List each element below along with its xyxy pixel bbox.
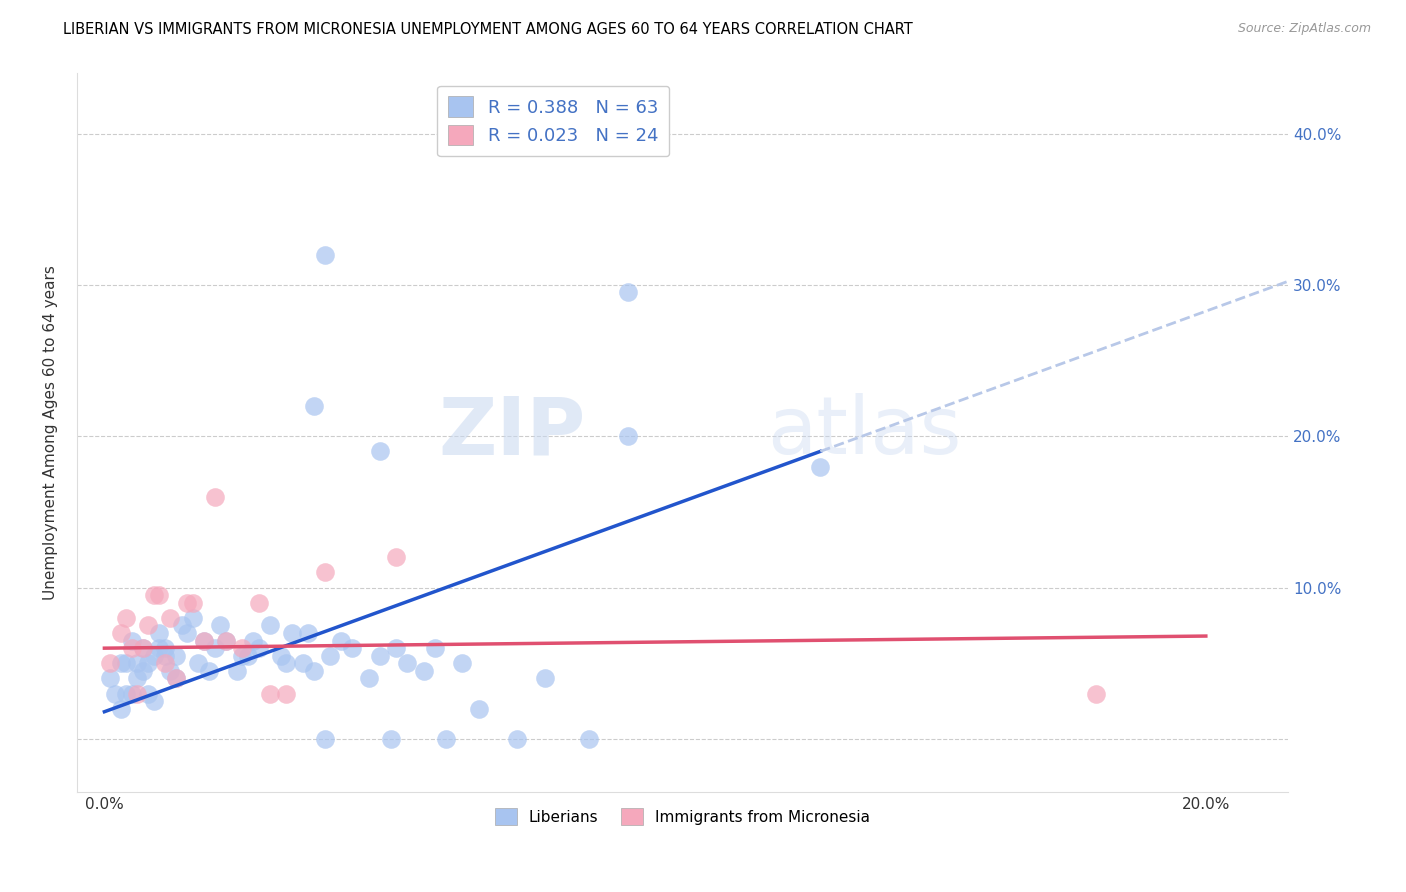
Point (110, 657, 132, 671)
Point (214, 633, 236, 648)
Point (368, 648, 391, 663)
Point (98, 657, 121, 671)
Point (259, 618, 281, 632)
Point (121, 633, 143, 648)
Point (204, 490, 226, 504)
Point (302, 399, 325, 413)
Point (115, 611, 138, 625)
Point (143, 588, 166, 602)
Point (534, 672, 557, 686)
Point (209, 618, 232, 632)
Point (808, 459, 831, 474)
Point (176, 596, 198, 610)
Point (153, 641, 176, 656)
Point (319, 648, 342, 663)
Point (181, 611, 204, 625)
Point (451, 657, 474, 671)
Text: atlas: atlas (768, 393, 962, 472)
Point (143, 694, 166, 708)
Point (115, 657, 138, 671)
Point (434, 731, 457, 746)
Point (357, 672, 380, 686)
Point (198, 664, 221, 678)
Point (165, 672, 187, 686)
Point (506, 731, 529, 746)
Point (193, 633, 215, 648)
Point (159, 664, 181, 678)
Text: ZIP: ZIP (439, 393, 586, 472)
Point (127, 657, 149, 671)
Point (115, 687, 138, 701)
Point (247, 596, 270, 610)
Point (412, 664, 434, 678)
Point (314, 731, 336, 746)
Point (138, 657, 160, 671)
Point (153, 657, 176, 671)
Point (1084, 687, 1107, 701)
Y-axis label: Unemployment Among Ages 60 to 64 years: Unemployment Among Ages 60 to 64 years (44, 265, 58, 600)
Point (121, 641, 143, 656)
Point (297, 626, 319, 640)
Text: Source: ZipAtlas.com: Source: ZipAtlas.com (1237, 22, 1371, 36)
Point (98, 672, 121, 686)
Point (104, 687, 127, 701)
Point (314, 566, 336, 580)
Point (330, 633, 353, 648)
Point (127, 687, 149, 701)
Point (138, 618, 160, 632)
Point (385, 550, 408, 565)
Point (468, 702, 491, 716)
Point (187, 657, 209, 671)
Point (242, 633, 264, 648)
Point (132, 664, 155, 678)
Point (314, 247, 336, 261)
Point (165, 672, 187, 686)
Point (181, 596, 204, 610)
Point (380, 731, 402, 746)
Point (280, 626, 302, 640)
Point (368, 444, 391, 458)
Point (170, 618, 193, 632)
Point (291, 657, 314, 671)
Point (153, 648, 176, 663)
Point (276, 687, 298, 701)
Point (148, 588, 170, 602)
Point (127, 672, 149, 686)
Point (132, 641, 155, 656)
Point (270, 648, 292, 663)
Text: LIBERIAN VS IMMIGRANTS FROM MICRONESIA UNEMPLOYMENT AMONG AGES 60 TO 64 YEARS CO: LIBERIAN VS IMMIGRANTS FROM MICRONESIA U… (63, 22, 912, 37)
Point (132, 641, 155, 656)
Point (342, 641, 364, 656)
Point (204, 641, 226, 656)
Point (423, 641, 446, 656)
Point (616, 285, 638, 300)
Point (121, 687, 143, 701)
Legend: Liberians, Immigrants from Micronesia: Liberians, Immigrants from Micronesia (486, 798, 879, 835)
Point (110, 702, 132, 716)
Point (259, 687, 281, 701)
Point (231, 641, 253, 656)
Point (396, 657, 419, 671)
Point (385, 641, 408, 656)
Point (138, 687, 160, 701)
Point (231, 648, 253, 663)
Point (247, 641, 270, 656)
Point (214, 633, 236, 648)
Point (176, 626, 198, 640)
Point (148, 626, 170, 640)
Point (143, 648, 166, 663)
Point (159, 611, 181, 625)
Point (236, 648, 259, 663)
Point (165, 648, 187, 663)
Point (110, 626, 132, 640)
Point (302, 664, 325, 678)
Point (616, 429, 638, 443)
Point (276, 657, 298, 671)
Point (225, 664, 247, 678)
Point (193, 633, 215, 648)
Point (578, 731, 600, 746)
Point (148, 641, 170, 656)
